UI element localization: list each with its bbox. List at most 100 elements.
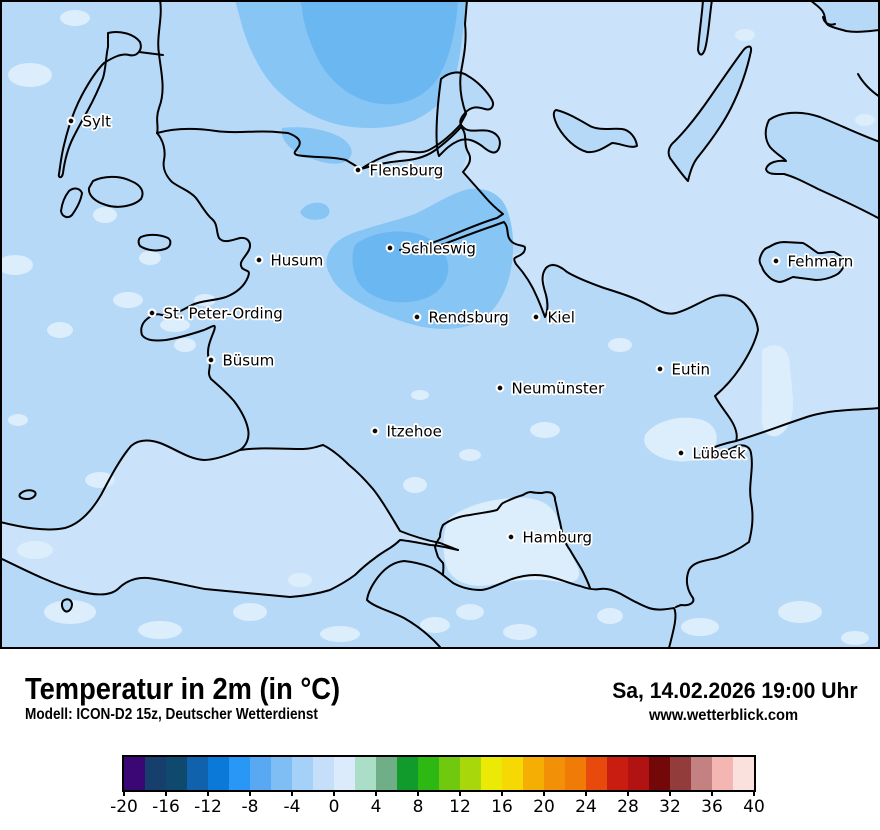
scale-segment--10 [229,757,250,790]
border-germany-denmark [156,127,362,170]
city-label: St. Peter-Ording [164,305,283,323]
city-dot [495,383,505,393]
island-lolland [764,111,880,220]
scale-tick [543,790,545,796]
cold-temperature-patches [300,0,458,303]
islands [18,0,880,613]
map-title: Temperatur in 2m (in °C) [25,671,341,706]
scale-segment-10 [439,757,460,790]
island-aeroe [552,109,638,154]
scale-tick [375,790,377,796]
scale-tick-label: 32 [659,797,681,817]
city-dot [771,256,781,266]
city-dot [531,312,541,322]
scale-segment-20 [544,757,565,790]
scale-segment-32 [670,757,691,790]
city-label: Schleswig [402,240,476,258]
city-dot [370,426,380,436]
scale-tick-label: 28 [617,797,639,817]
scale-segment-0 [334,757,355,790]
scale-segment--6 [271,757,292,790]
coast-baltic-schleswig-holstein [360,126,759,460]
scale-segment-2 [355,757,376,790]
scale-segment--8 [250,757,271,790]
border-mecklenburg [675,452,754,608]
scale-tick-label: 36 [701,797,723,817]
coast-hook-detail [822,16,836,26]
scale-tick-label: 4 [370,797,382,817]
temperature-scale-ticks [123,790,755,796]
coastlines-and-borders [0,0,880,649]
city-label: Fehmarn [788,253,854,271]
website-url: www.wetterblick.com [648,707,798,724]
riverbank-elbe-north [239,444,459,551]
scale-tick-label: 16 [491,797,513,817]
scale-segment-36 [712,757,733,790]
border-hamburg-north [442,491,591,589]
city-marker-neumünster: Neumünster [495,378,607,399]
scale-tick [333,790,335,796]
city-marker-sylt: Sylt [66,111,113,132]
scale-segment-6 [397,757,418,790]
scale-segment--4 [292,757,313,790]
city-marker-husum: Husum [254,250,325,271]
coast-flensburg-fjord-north [360,0,468,170]
scale-segment-22 [565,757,586,790]
scale-tick-label: -20 [110,797,138,817]
scale-segment-24 [586,757,607,790]
city-marker-flensburg: Flensburg [353,160,445,181]
scale-segment-34 [691,757,712,790]
scale-segment--20 [124,757,145,790]
city-marker-fehmarn: Fehmarn [771,251,855,272]
scale-tick [459,790,461,796]
city-label: Neumünster [512,380,606,398]
scale-segment--2 [313,757,334,790]
city-label: Kiel [548,309,575,327]
east-coast-mild-strip [761,345,794,437]
baltic-sea [364,0,880,441]
city-marker-rendsburg: Rendsburg [412,307,511,328]
hamburg-mild-area [443,497,580,586]
city-dot [655,364,665,374]
island-trischen [18,489,37,500]
city-label: Rendsburg [429,309,509,327]
scale-segment-38 [733,757,754,790]
scale-tick-label: 8 [412,797,424,817]
scale-tick-label: 0 [328,797,340,817]
scale-tick [291,790,293,796]
scale-segment-16 [502,757,523,790]
city-marker-hamburg: Hamburg [506,527,594,548]
scale-tick [165,790,167,796]
scale-tick-label: -16 [152,797,180,817]
scale-tick-label: -8 [241,797,259,817]
city-label: Hamburg [523,529,593,547]
island-fehmarn [758,241,846,283]
city-label: Sylt [83,113,112,131]
city-dot [353,165,363,175]
scale-segment--12 [208,757,229,790]
city-dot [254,255,264,265]
scale-segment-14 [481,757,502,790]
island-small-south [60,598,73,613]
city-label: Itzehoe [387,423,442,441]
coast-right-edge-small [857,73,880,98]
coast-funen-tip [697,0,713,56]
city-marker-itzehoe: Itzehoe [370,421,444,442]
riverbank-elbe-south [0,539,459,598]
scale-tick-label: -4 [283,797,301,817]
causeway-sylt [138,51,164,56]
city-marker-eutin: Eutin [655,359,712,380]
scale-segment--14 [187,757,208,790]
city-label: Lübeck [693,445,747,463]
city-layer: Sylt Flensburg Schleswig Husum Fehmarn St. Pe… [66,111,855,548]
temperature-scale [122,755,756,792]
scale-tick [711,790,713,796]
city-dot [147,308,157,318]
coast-jutland-west [156,0,164,134]
scale-tick [123,790,125,796]
temperature-scale-labels: -20 -16 -12 -8 -4 0 4 8 12 16 20 24 28 32 36 40 [110,797,765,817]
city-dot [66,116,76,126]
scale-segment-8 [418,757,439,790]
scale-tick [585,790,587,796]
